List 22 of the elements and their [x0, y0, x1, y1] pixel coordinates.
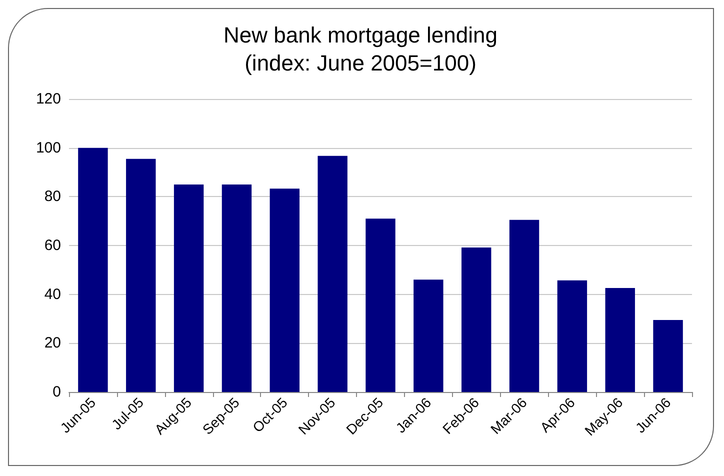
bar: [270, 188, 300, 392]
bar: [174, 184, 204, 392]
bar: [366, 218, 396, 392]
bar: [222, 184, 252, 392]
chart-subtitle: (index: June 2005=100): [244, 50, 476, 76]
y-tick-label: 120: [36, 90, 61, 108]
y-tick-label: 0: [52, 384, 61, 400]
bar: [78, 148, 108, 392]
y-tick-label: 100: [36, 139, 61, 156]
bar: [605, 288, 635, 392]
y-tick-label: 60: [44, 237, 61, 254]
y-tick-label: 80: [44, 188, 61, 206]
bar: [509, 220, 540, 392]
y-tick-label: 20: [44, 334, 61, 352]
chart-title: New bank mortgage lending: [224, 22, 498, 48]
bar: [461, 247, 492, 392]
bar: [653, 320, 683, 392]
bar: [414, 280, 444, 392]
y-tick-label: 40: [44, 286, 61, 303]
bar: [126, 158, 156, 392]
bar: [557, 280, 588, 392]
bar: [318, 156, 348, 392]
